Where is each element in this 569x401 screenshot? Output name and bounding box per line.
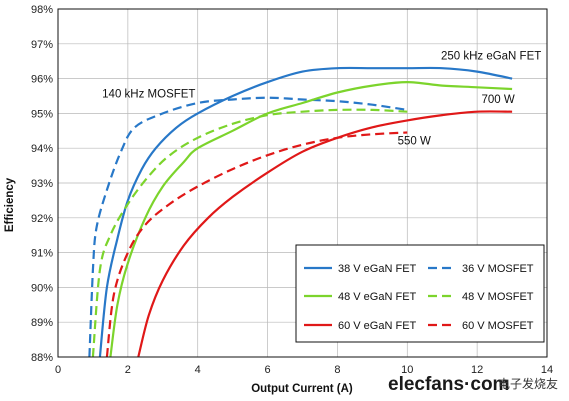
annotation-550-w: 550 W: [398, 136, 431, 148]
series-line-36-v-mosfet: [88, 96, 408, 358]
y-tick-label: 92%: [31, 213, 53, 225]
x-tick-label: 6: [265, 364, 271, 376]
series-line-38-v-egan-fet: [98, 66, 513, 358]
y-tick-label: 90%: [31, 282, 53, 294]
y-tick-label: 93%: [31, 178, 53, 190]
y-tick-labels: 88% 89% 90% 91% 92% 93% 94% 95% 96% 97% 98%: [31, 4, 53, 364]
y-tick-label: 88%: [31, 352, 53, 364]
annotation-250-khz-egan-fet: 250 kHz eGaN FET: [441, 50, 541, 62]
x-axis-title: Output Current (A): [251, 383, 353, 395]
series-line-48-v-mosfet: [91, 108, 408, 358]
y-axis-title: Efficiency: [4, 177, 16, 232]
series-line-48-v-egan-fet: [109, 81, 513, 358]
series-line-60-v-mosfet: [105, 131, 408, 358]
legend-box: [295, 244, 545, 343]
x-tick-label: 10: [401, 364, 413, 376]
y-tick-label: 96%: [31, 74, 53, 86]
y-tick-label: 89%: [31, 317, 53, 329]
annotation-140-khz-mosfet: 140 kHz MOSFET: [102, 89, 195, 101]
y-tick-label: 97%: [31, 39, 53, 51]
annotation-700-w: 700 W: [481, 94, 514, 106]
legend-label-36-v-mosfet: 36 V MOSFET: [462, 263, 534, 275]
legend: 38 V eGaN FET 48 V eGaN FET 60 V eGaN FET 3…: [295, 244, 545, 343]
x-tick-label: 4: [195, 364, 201, 376]
x-tick-label: 8: [334, 364, 340, 376]
annotations: 250 kHz eGaN FET 140 kHz MOSFET 700 W 550 W: [102, 50, 541, 147]
x-tick-label: 2: [125, 364, 131, 376]
y-tick-label: 91%: [31, 248, 53, 260]
legend-label-60-v-egan-fet: 60 V eGaN FET: [338, 320, 417, 332]
legend-label-48-v-egan-fet: 48 V eGaN FET: [338, 291, 417, 303]
x-tick-label: 12: [471, 364, 483, 376]
series-lines: [88, 66, 513, 358]
x-tick-labels: 0 2 4 6 8 10 12 14: [55, 364, 553, 376]
series-line-60-v-egan-fet: [137, 110, 513, 358]
y-tick-label: 95%: [31, 108, 53, 120]
legend-label-60-v-mosfet: 60 V MOSFET: [462, 320, 534, 332]
plot-frame: [57, 8, 548, 358]
x-tick-label: 14: [541, 364, 553, 376]
legend-label-38-v-egan-fet: 38 V eGaN FET: [338, 263, 417, 275]
watermark-logo: elecfans·com: [388, 374, 509, 395]
watermark-subtitle: 电子发烧友: [498, 376, 558, 391]
watermark: elecfans·com 电子发烧友: [388, 374, 558, 395]
x-tick-label: 0: [55, 364, 61, 376]
y-tick-label: 98%: [31, 4, 53, 16]
y-tick-label: 94%: [31, 143, 53, 155]
grid: [57, 8, 548, 358]
legend-label-48-v-mosfet: 48 V MOSFET: [462, 291, 534, 303]
